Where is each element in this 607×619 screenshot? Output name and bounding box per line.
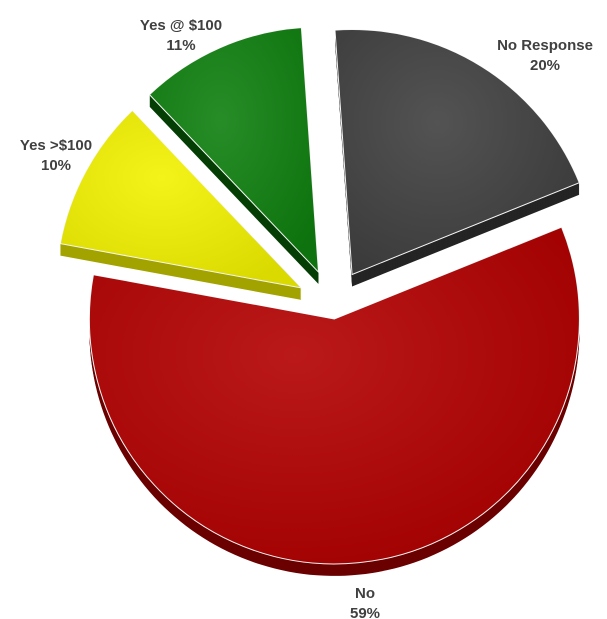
slice-shading-yes-100 xyxy=(60,110,302,288)
data-label-category: Yes >$100 xyxy=(20,137,92,154)
slice-shading-no xyxy=(89,227,580,564)
data-label-yes-100: Yes >$100 10% xyxy=(20,137,92,174)
slice-shading-no-response xyxy=(334,29,580,275)
slice-tops xyxy=(59,27,580,565)
data-label-no: No 59% xyxy=(350,585,380,619)
data-label-percent: 10% xyxy=(41,157,71,174)
slice-labels: No Response 20% No 59% Yes >$100 10% Yes @ $10… xyxy=(20,17,593,619)
data-label-category: Yes @ $100 xyxy=(140,17,222,34)
data-label-no-response: No Response 20% xyxy=(497,37,593,74)
data-label-percent: 20% xyxy=(530,57,560,74)
data-label-percent: 11% xyxy=(166,37,195,54)
data-label-percent: 59% xyxy=(350,605,380,619)
data-label-category: No Response xyxy=(497,37,593,54)
data-label-category: No xyxy=(355,585,375,602)
data-label-yes-100: Yes @ $100 11% xyxy=(140,17,222,54)
slice-shading-yes-100 xyxy=(149,27,319,273)
